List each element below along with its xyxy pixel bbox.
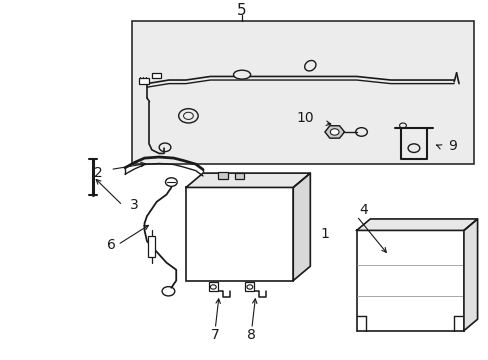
Bar: [152, 73, 160, 78]
Text: 1: 1: [320, 227, 328, 241]
Ellipse shape: [304, 60, 315, 71]
Polygon shape: [185, 173, 310, 188]
Bar: [139, 78, 149, 84]
Polygon shape: [293, 173, 310, 280]
Text: 5: 5: [237, 3, 246, 18]
Ellipse shape: [233, 70, 250, 79]
Bar: [234, 174, 243, 179]
Text: 6: 6: [107, 238, 116, 252]
Polygon shape: [325, 126, 344, 138]
Text: 4: 4: [359, 203, 367, 217]
Text: 3: 3: [130, 198, 139, 212]
Text: 9: 9: [447, 139, 456, 153]
Bar: [208, 282, 217, 291]
Bar: [217, 172, 228, 179]
Text: 7: 7: [210, 328, 219, 342]
Polygon shape: [463, 219, 477, 331]
Polygon shape: [356, 219, 477, 230]
Bar: [185, 188, 293, 280]
Text: 8: 8: [247, 328, 256, 342]
Text: 10: 10: [296, 111, 314, 125]
Bar: [245, 282, 254, 291]
Text: 2: 2: [94, 166, 102, 180]
Bar: [132, 21, 473, 164]
Bar: [148, 236, 155, 257]
Circle shape: [330, 129, 338, 135]
